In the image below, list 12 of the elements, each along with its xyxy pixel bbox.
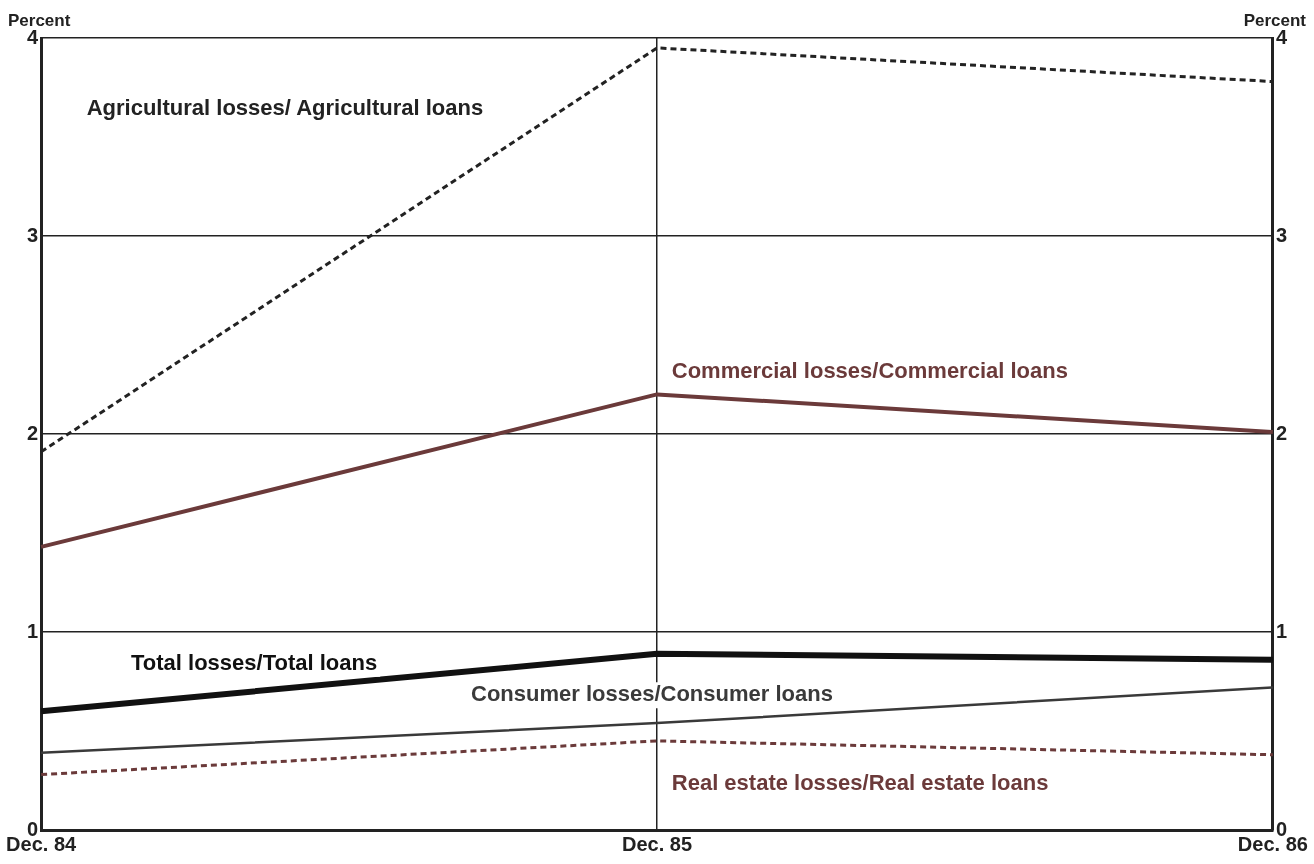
y-tick-label: 1 xyxy=(27,619,39,642)
y-tick-label: 3 xyxy=(27,223,39,246)
series-label: Real estate losses/Real estate loans xyxy=(671,770,1049,796)
series-label: Commercial losses/Commercial loans xyxy=(671,358,1068,384)
y-tick-label: 2 xyxy=(27,421,39,444)
x-tick-label: Dec. 85 xyxy=(621,832,693,855)
series-label: Consumer losses/Consumer loans xyxy=(471,681,833,707)
y2-tick-label: 1 xyxy=(1275,619,1287,642)
y2-tick-label: 3 xyxy=(1275,223,1287,246)
y2-tick-label: 2 xyxy=(1275,421,1287,444)
series-label: Agricultural losses/ Agricultural loans xyxy=(86,94,484,120)
series-label: Total losses/Total loans xyxy=(131,649,378,675)
